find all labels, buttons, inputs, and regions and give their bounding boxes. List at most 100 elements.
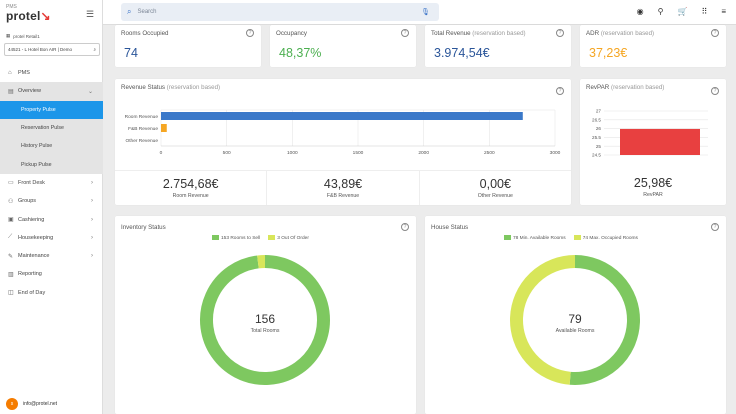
kpi-title: Total Revenue [431,30,471,37]
kpi-qualifier: (reservation based) [600,30,655,37]
menu-toggle-icon[interactable]: ☰ [86,9,95,19]
donut-slice-max-occupied-rooms [510,255,576,385]
revenue-status-card: Revenue Status (reservation based) ? 0 50… [115,79,571,205]
top-bar: ⌕ Search 🎙 ◉ ⚲ 🛒 ⠿ ≡ [103,0,736,25]
chevron-down-icon: ⌄ [87,88,93,95]
kpi-qualifier: (reservation based) [472,30,526,37]
stat-value: 43,89€ [323,177,363,191]
card-title: Revenue Status [121,84,166,91]
sidebar-item-pms[interactable]: ⌂ PMS [8,70,30,77]
sidebar-item-cashiering[interactable]: ▣ Cashiering › [8,216,93,224]
search-icon: ⌕ [93,47,96,52]
kpi-occupancy: Occupancy ? 48,37% [270,25,416,67]
sidebar-item-housekeeping[interactable]: ⟋ Housekeeping › [8,234,93,241]
legend-item[interactable]: 74 Max. Occupied Rooms [573,235,638,241]
donut-slice-min-available-rooms [569,255,640,385]
sidebar-item-front-desk[interactable]: ▭ Front Desk › [8,179,93,187]
housekeeping-icon: ⟋ [8,234,13,241]
hotel-selector[interactable]: 44521 - L Hotel Bon AIR | Demo ⌕ [4,43,100,56]
chevron-right-icon: › [91,198,93,205]
inventory-status-card: Inventory Status ? 153 Rooms to Sell 3 O… [115,216,416,414]
kpi-total-revenue: Total Revenue (reservation based) ? 3.97… [425,25,571,67]
hotel-selector-label: 44521 - L Hotel Bon AIR | Demo [8,47,73,52]
sidebar-item-overview[interactable]: ▤ Overview ⌄ [0,82,103,101]
help-icon[interactable]: ? [556,29,564,37]
donut-center-label: Available Rooms [555,328,595,334]
maintenance-icon: ✎ [8,253,14,260]
kpi-adr: ADR (reservation based) ? 37,23€ [580,25,726,67]
cart-icon[interactable]: 🛒 [677,7,688,16]
inventory-donut-chart [200,255,330,385]
help-icon[interactable]: ? [246,29,254,37]
kpi-value: 37,23€ [589,46,628,60]
sidebar-item-reporting[interactable]: ▥ Reporting [8,271,42,278]
revpar-label: RevPAR [643,192,663,198]
sidebar-item-maintenance[interactable]: ✎ Maintenance › [8,253,93,260]
stat-value: 0,00€ [479,177,511,191]
y-tick-label: 26.5 [592,117,601,122]
help-icon[interactable]: ? [711,223,719,231]
x-tick-label: 500 [223,150,231,156]
chevron-right-icon: › [91,234,93,241]
home-icon: ⌂ [8,70,12,77]
help-icon[interactable]: ? [401,29,409,37]
x-tick-label: 3000 [550,150,561,156]
cashiering-icon: ▣ [8,217,14,224]
user-check-icon[interactable]: ⚲ [657,7,664,16]
house-status-card: House Status ? 78 Min. Available Rooms 7… [425,216,726,414]
y-tick-label: 25 [596,144,602,149]
y-tick-label: 26 [596,126,602,131]
help-icon[interactable]: ? [711,87,719,95]
sidebar-item-groups[interactable]: ⚇ Groups › [8,198,93,205]
card-qualifier: (reservation based) [166,84,221,91]
house-donut-chart [510,255,640,385]
revpar-card: RevPAR (reservation based) ? 27 26.5 26 25.… [580,79,726,205]
kpi-title: Occupancy [276,30,307,37]
reporting-icon: ▥ [8,271,14,278]
other-revenue-stat: 0,00€ Other Revenue [420,171,571,205]
y-tick-label: Other Revenue [125,138,158,144]
donut-center-value: 156 [254,312,276,326]
legend-item[interactable]: 153 Rooms to Sell [212,235,260,241]
brand-logo[interactable]: PMS protel↘ [6,4,51,23]
sidebar-item-end-of-day[interactable]: ◫ End of Day [8,289,46,297]
help-icon[interactable]: ? [711,29,719,37]
overview-icon: ▤ [8,88,14,95]
kpi-value: 3.974,54€ [434,46,490,60]
chevron-right-icon: › [91,253,93,260]
card-qualifier: (reservation based) [611,84,665,91]
microphone-icon[interactable]: 🎙 [421,9,430,16]
card-title: RevPAR [586,84,610,91]
donut-center-label: Total Rooms [250,328,280,334]
kpi-value: 74 [124,46,138,60]
kpi-title: Rooms Occupied [121,30,169,37]
room-revenue-stat: 2.754,68€ Room Revenue [115,171,268,205]
donut-slice-rooms-to-sell [200,255,330,385]
sidebar-item-property-pulse[interactable]: Property Pulse [0,100,103,119]
brand-name: protel [6,9,41,23]
y-tick-label: 25.5 [592,135,601,140]
sidebar-item-pickup-pulse[interactable]: Pickup Pulse [0,155,103,174]
sidebar-item-history-pulse[interactable]: History Pulse [0,137,103,156]
legend-item[interactable]: 78 Min. Available Rooms [504,235,566,241]
sidebar-item-reservation-pulse[interactable]: Reservation Pulse [0,118,103,138]
help-icon[interactable]: ? [401,223,409,231]
y-tick-label: 24.5 [592,153,601,158]
user-account[interactable]: s info@protel.net [0,394,103,414]
revenue-bar-chart: 0 500 1000 1500 2000 2500 3000 Room Revenue F&B … [125,109,561,156]
record-icon[interactable]: ◉ [636,7,644,16]
help-icon[interactable]: ? [556,87,564,95]
card-title: Inventory Status [121,224,166,231]
sidebar-nav: ⌂ PMS ▤ Overview ⌄ Property Pulse Reservati… [0,64,103,302]
stat-value: 2.754,68€ [162,177,219,191]
stat-label: F&B Revenue [326,193,360,199]
building-icon: ▦ [6,33,11,38]
search-input[interactable]: ⌕ Search 🎙 [121,3,439,21]
search-placeholder: Search [137,9,157,15]
settings-list-icon[interactable]: ≡ [721,7,726,16]
card-title: House Status [431,224,469,231]
legend-item[interactable]: 3 Out Of Order [268,235,309,241]
kpi-value: 48,37% [279,46,322,60]
user-email: info@protel.net [23,401,57,407]
apps-grid-icon[interactable]: ⠿ [701,7,708,16]
